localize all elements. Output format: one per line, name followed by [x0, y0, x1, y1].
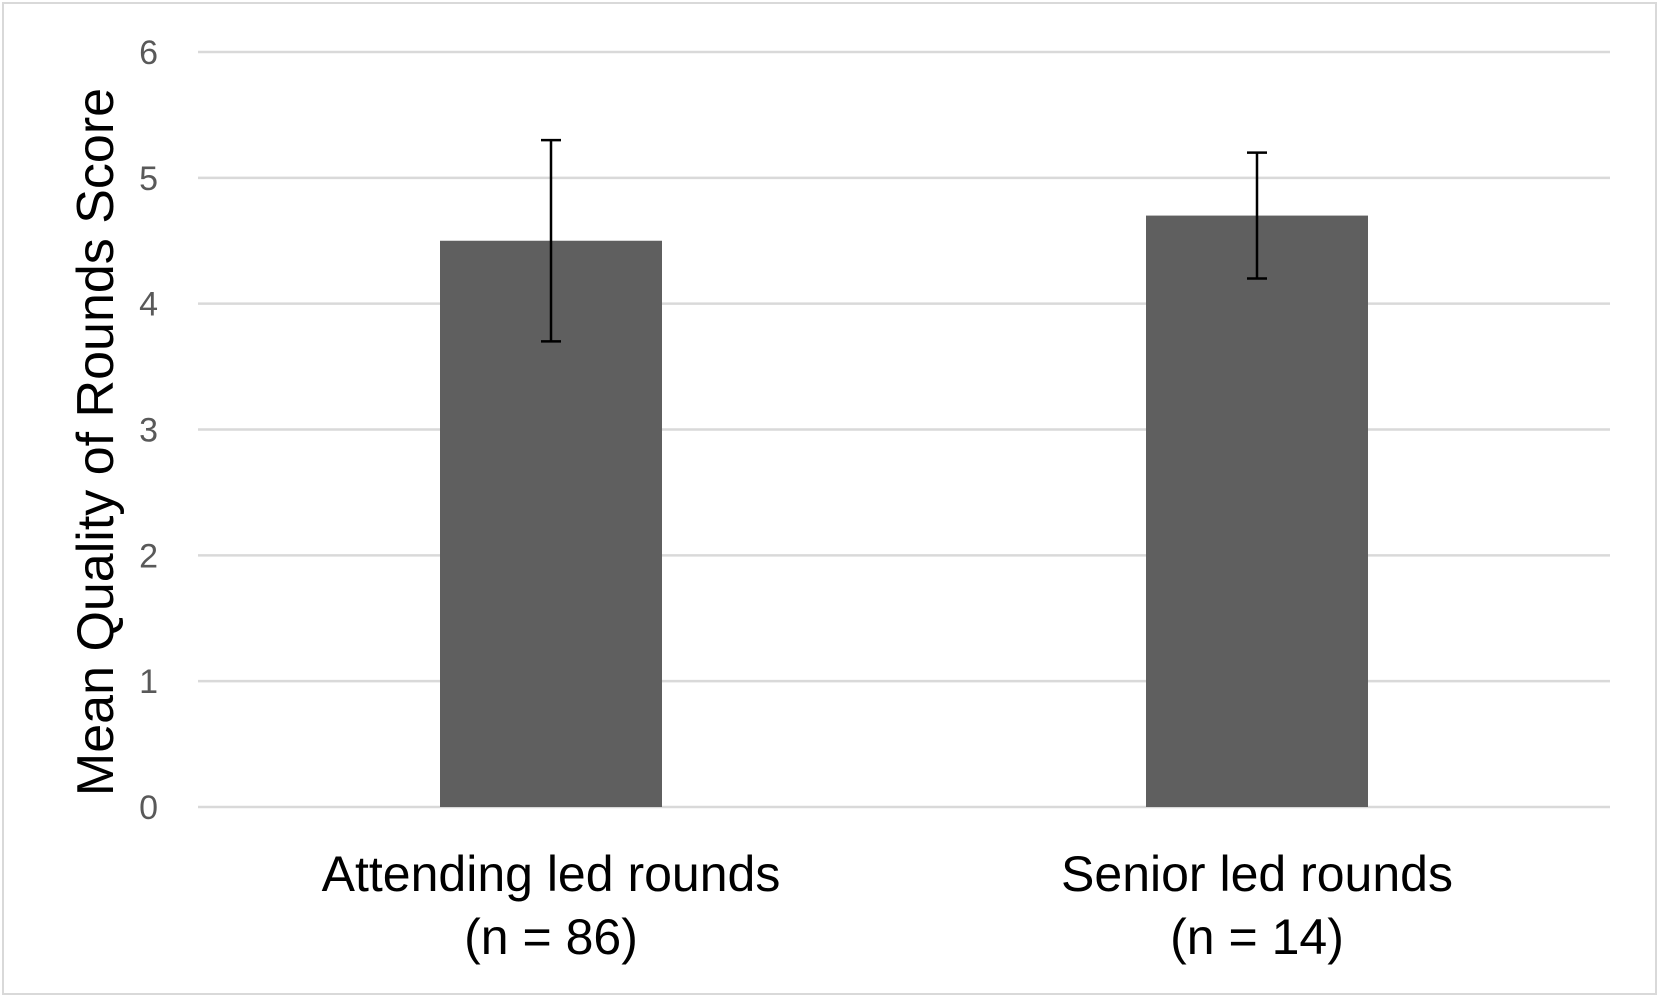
category-labels: Attending led rounds (n = 86) Senior led r… [322, 846, 1453, 965]
y-tick-label: 0 [139, 789, 158, 827]
y-tick-label: 1 [139, 663, 158, 701]
category-sublabel: (n = 14) [1170, 909, 1344, 965]
y-tick-label: 5 [139, 160, 158, 198]
category-sublabel: (n = 86) [464, 909, 638, 965]
y-tick-label: 6 [139, 34, 158, 72]
y-tick-label: 2 [139, 537, 158, 575]
y-tick-label: 4 [139, 286, 158, 324]
y-tick-label: 3 [139, 412, 158, 450]
gridlines [198, 50, 1610, 809]
category-label: Attending led rounds [322, 846, 781, 902]
y-axis-title: Mean Quality of Rounds Score [67, 88, 125, 796]
error-bars [541, 138, 1267, 343]
bar [1146, 215, 1368, 808]
category-label: Senior led rounds [1061, 846, 1453, 902]
y-axis-ticks: 0 1 2 3 4 5 6 [139, 34, 158, 827]
